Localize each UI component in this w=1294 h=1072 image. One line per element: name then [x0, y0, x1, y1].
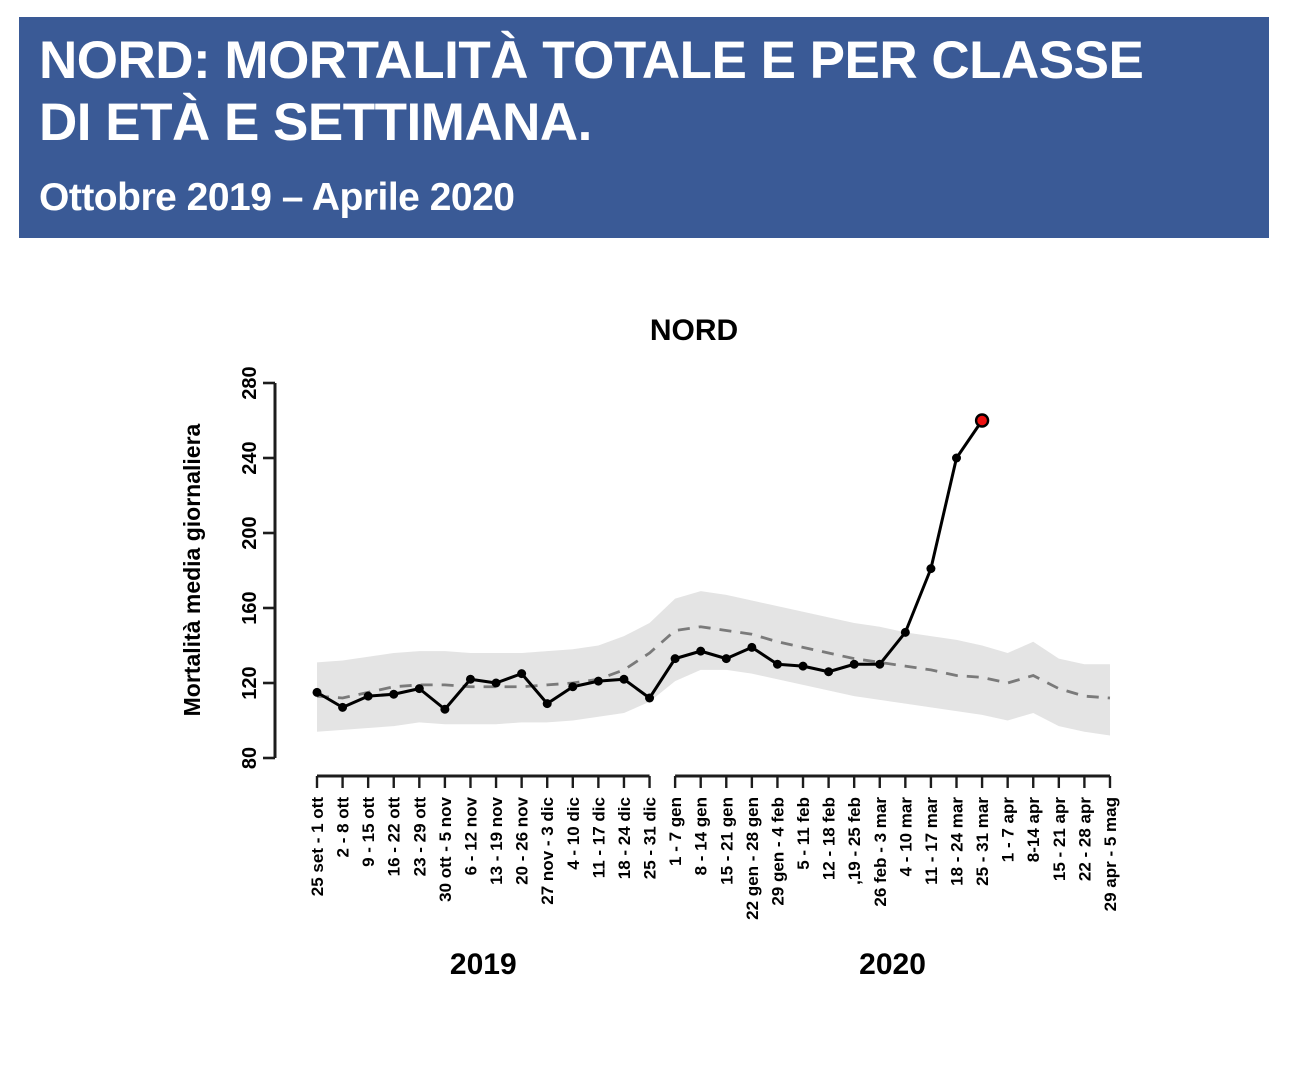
data-point-marker: [696, 646, 706, 656]
y-tick-label: 200: [239, 516, 261, 549]
x-tick-label: 25 - 31 dic: [641, 797, 660, 879]
x-tick-label: 4 - 10 dic: [564, 797, 583, 870]
x-tick-label: 8 - 14 gen: [692, 797, 711, 875]
x-tick-label: 29 gen - 4 feb: [768, 797, 787, 906]
data-point-marker: [312, 687, 322, 697]
banner-title-line1: NORD: MORTALITÀ TOTALE E PER CLASSE: [39, 31, 1144, 90]
x-tick-label: 27 nov - 3 dic: [538, 797, 557, 905]
data-point-marker: [824, 667, 834, 677]
year-label: 2020: [859, 948, 926, 981]
year-label: 2019: [450, 948, 517, 981]
data-point-marker: [619, 674, 629, 684]
data-point-marker: [593, 676, 603, 686]
x-tick-label: 30 ott - 5 nov: [436, 796, 455, 901]
x-tick-label: 25 set - 1 ott: [308, 797, 327, 897]
data-point-marker: [721, 654, 731, 664]
x-tick-label: 8-14 apr: [1024, 797, 1043, 863]
x-tick-label: 5 - 11 feb: [794, 797, 813, 870]
y-tick-label: 240: [239, 441, 261, 474]
data-point-marker: [338, 702, 348, 712]
y-tick-label: 160: [239, 591, 261, 624]
data-point-marker: [465, 674, 475, 684]
x-tick-label: 29 apr - 5 mag: [1101, 797, 1120, 911]
data-point-marker: [389, 689, 399, 699]
x-tick-label: 6 - 12 nov: [461, 796, 480, 875]
x-tick-label: 20 - 26 nov: [513, 796, 532, 884]
data-point-marker: [414, 684, 424, 694]
x-tick-label: 22 - 28 apr: [1075, 797, 1094, 881]
data-point-marker: [952, 453, 961, 463]
chart-title: NORD: [650, 314, 738, 347]
data-point-marker: [491, 678, 501, 688]
x-tick-label: 26 feb - 3 mar: [871, 797, 890, 907]
x-tick-label: 18 - 24 dic: [615, 797, 634, 879]
x-tick-label: ,19 - 25 feb: [845, 797, 864, 885]
expected-range-band: [317, 591, 1110, 736]
data-point-marker: [772, 659, 782, 669]
highlighted-last-point: [974, 413, 990, 428]
x-tick-label: 4 - 10 mar: [896, 797, 915, 877]
x-tick-label: 15 - 21 gen: [717, 797, 736, 885]
banner-subtitle: Ottobre 2019 – Aprile 2020: [39, 176, 515, 219]
data-point-marker: [670, 654, 680, 664]
y-tick-label: 120: [239, 666, 261, 699]
x-tick-label: 23 - 29 ott: [410, 797, 429, 877]
data-point-marker: [645, 693, 655, 703]
x-tick-label: 15 - 21 apr: [1050, 797, 1069, 881]
data-point-marker: [926, 564, 936, 574]
data-point-marker: [363, 691, 373, 701]
x-tick-label: 12 - 18 feb: [820, 797, 839, 880]
data-point-marker: [798, 661, 808, 671]
data-point-marker: [440, 704, 450, 714]
data-point-marker: [568, 682, 578, 692]
x-tick-label: 16 - 22 ott: [385, 797, 404, 877]
x-tick-label: 1 - 7 gen: [666, 797, 685, 866]
x-tick-label: 22 gen - 28 gen: [743, 797, 762, 920]
data-point-marker: [900, 627, 910, 637]
y-axis-title: Mortalità media giornaliera: [179, 423, 205, 716]
data-point-marker: [747, 642, 757, 652]
data-point-marker: [849, 659, 859, 669]
x-tick-label: 18 - 24 mar: [948, 797, 967, 886]
y-tick-label: 280: [239, 366, 261, 399]
x-tick-label: 13 - 19 nov: [487, 796, 506, 884]
data-point-marker: [517, 669, 527, 679]
data-point-marker: [542, 699, 552, 709]
banner-title-line2: DI ETÀ E SETTIMANA.: [39, 93, 592, 152]
header-banner: NORD: MORTALITÀ TOTALE E PER CLASSE DI ET…: [19, 17, 1269, 238]
expected-mortality-line: [316, 625, 1111, 700]
x-tick-label: 25 - 31 mar: [973, 797, 992, 886]
banner-title: NORD: MORTALITÀ TOTALE E PER CLASSE DI ET…: [39, 30, 1249, 154]
x-tick-label: 1 - 7 apr: [999, 797, 1018, 863]
x-tick-label: 11 - 17 dic: [589, 797, 608, 878]
y-tick-label: 80: [239, 747, 261, 769]
x-tick-label: 9 - 15 ott: [359, 797, 378, 867]
x-tick-label: 11 - 17 mar: [922, 797, 941, 885]
data-point-marker: [875, 659, 885, 669]
x-tick-label: 2 - 8 ott: [334, 797, 353, 858]
